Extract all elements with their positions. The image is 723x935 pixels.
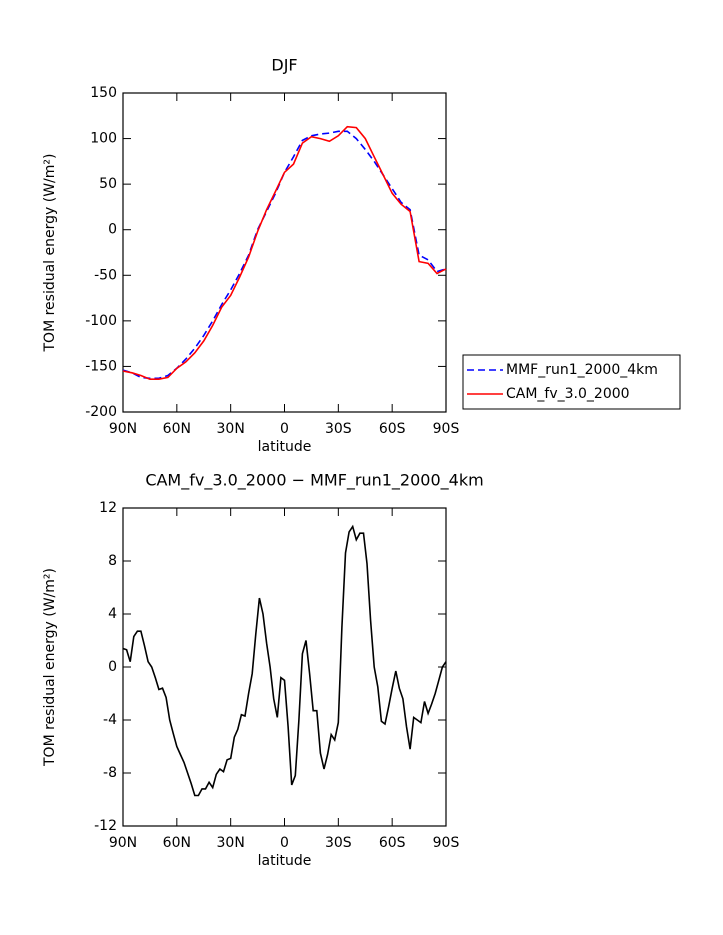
x-axis-label: latitude	[258, 439, 312, 455]
y-tick-label: 100	[90, 131, 117, 147]
legend-box	[462, 354, 681, 410]
y-tick-label: 150	[90, 85, 117, 101]
legend-label: CAM_fv_3.0_2000	[506, 386, 630, 402]
x-tick-label: 60S	[379, 421, 406, 437]
y-tick-label: 0	[108, 659, 117, 675]
x-tick-label: 90N	[109, 835, 137, 851]
y-axis-label: TOM residual energy (W/m²)	[42, 154, 58, 353]
y-tick-label: 4	[108, 606, 117, 622]
x-tick-label: 60S	[379, 835, 406, 851]
x-axis-label: latitude	[258, 853, 312, 869]
x-tick-label: 30N	[217, 421, 245, 437]
x-tick-label: 60N	[163, 421, 191, 437]
plot-frame	[122, 92, 447, 413]
series-line	[122, 524, 447, 797]
x-tick-label: 30N	[217, 835, 245, 851]
y-axis-label: TOM residual energy (W/m²)	[42, 568, 58, 767]
y-tick-label: -100	[85, 313, 117, 329]
series-line	[122, 130, 447, 380]
y-tick-label: -150	[85, 358, 117, 374]
y-tick-label: -4	[103, 712, 117, 728]
y-tick-label: -200	[85, 404, 117, 420]
x-tick-label: 0	[280, 835, 289, 851]
x-tick-label: 90S	[433, 421, 460, 437]
chart-title: DJF	[271, 56, 297, 75]
y-tick-label: 8	[108, 553, 117, 569]
x-tick-label: 0	[280, 421, 289, 437]
y-tick-label: 50	[99, 176, 117, 192]
y-tick-label: -8	[103, 765, 117, 781]
x-tick-label: 90S	[433, 835, 460, 851]
x-tick-label: 60N	[163, 835, 191, 851]
legend-label: MMF_run1_2000_4km	[506, 362, 658, 378]
series-line	[122, 125, 447, 380]
x-tick-label: 30S	[325, 835, 352, 851]
chart-title: CAM_fv_3.0_2000 − MMF_run1_2000_4km	[145, 471, 483, 491]
y-tick-label: -12	[94, 818, 117, 834]
y-tick-label: 12	[99, 500, 117, 516]
y-tick-label: -50	[94, 267, 117, 283]
x-tick-label: 90N	[109, 421, 137, 437]
y-tick-label: 0	[108, 222, 117, 238]
plot-frame	[122, 507, 447, 827]
x-tick-label: 30S	[325, 421, 352, 437]
